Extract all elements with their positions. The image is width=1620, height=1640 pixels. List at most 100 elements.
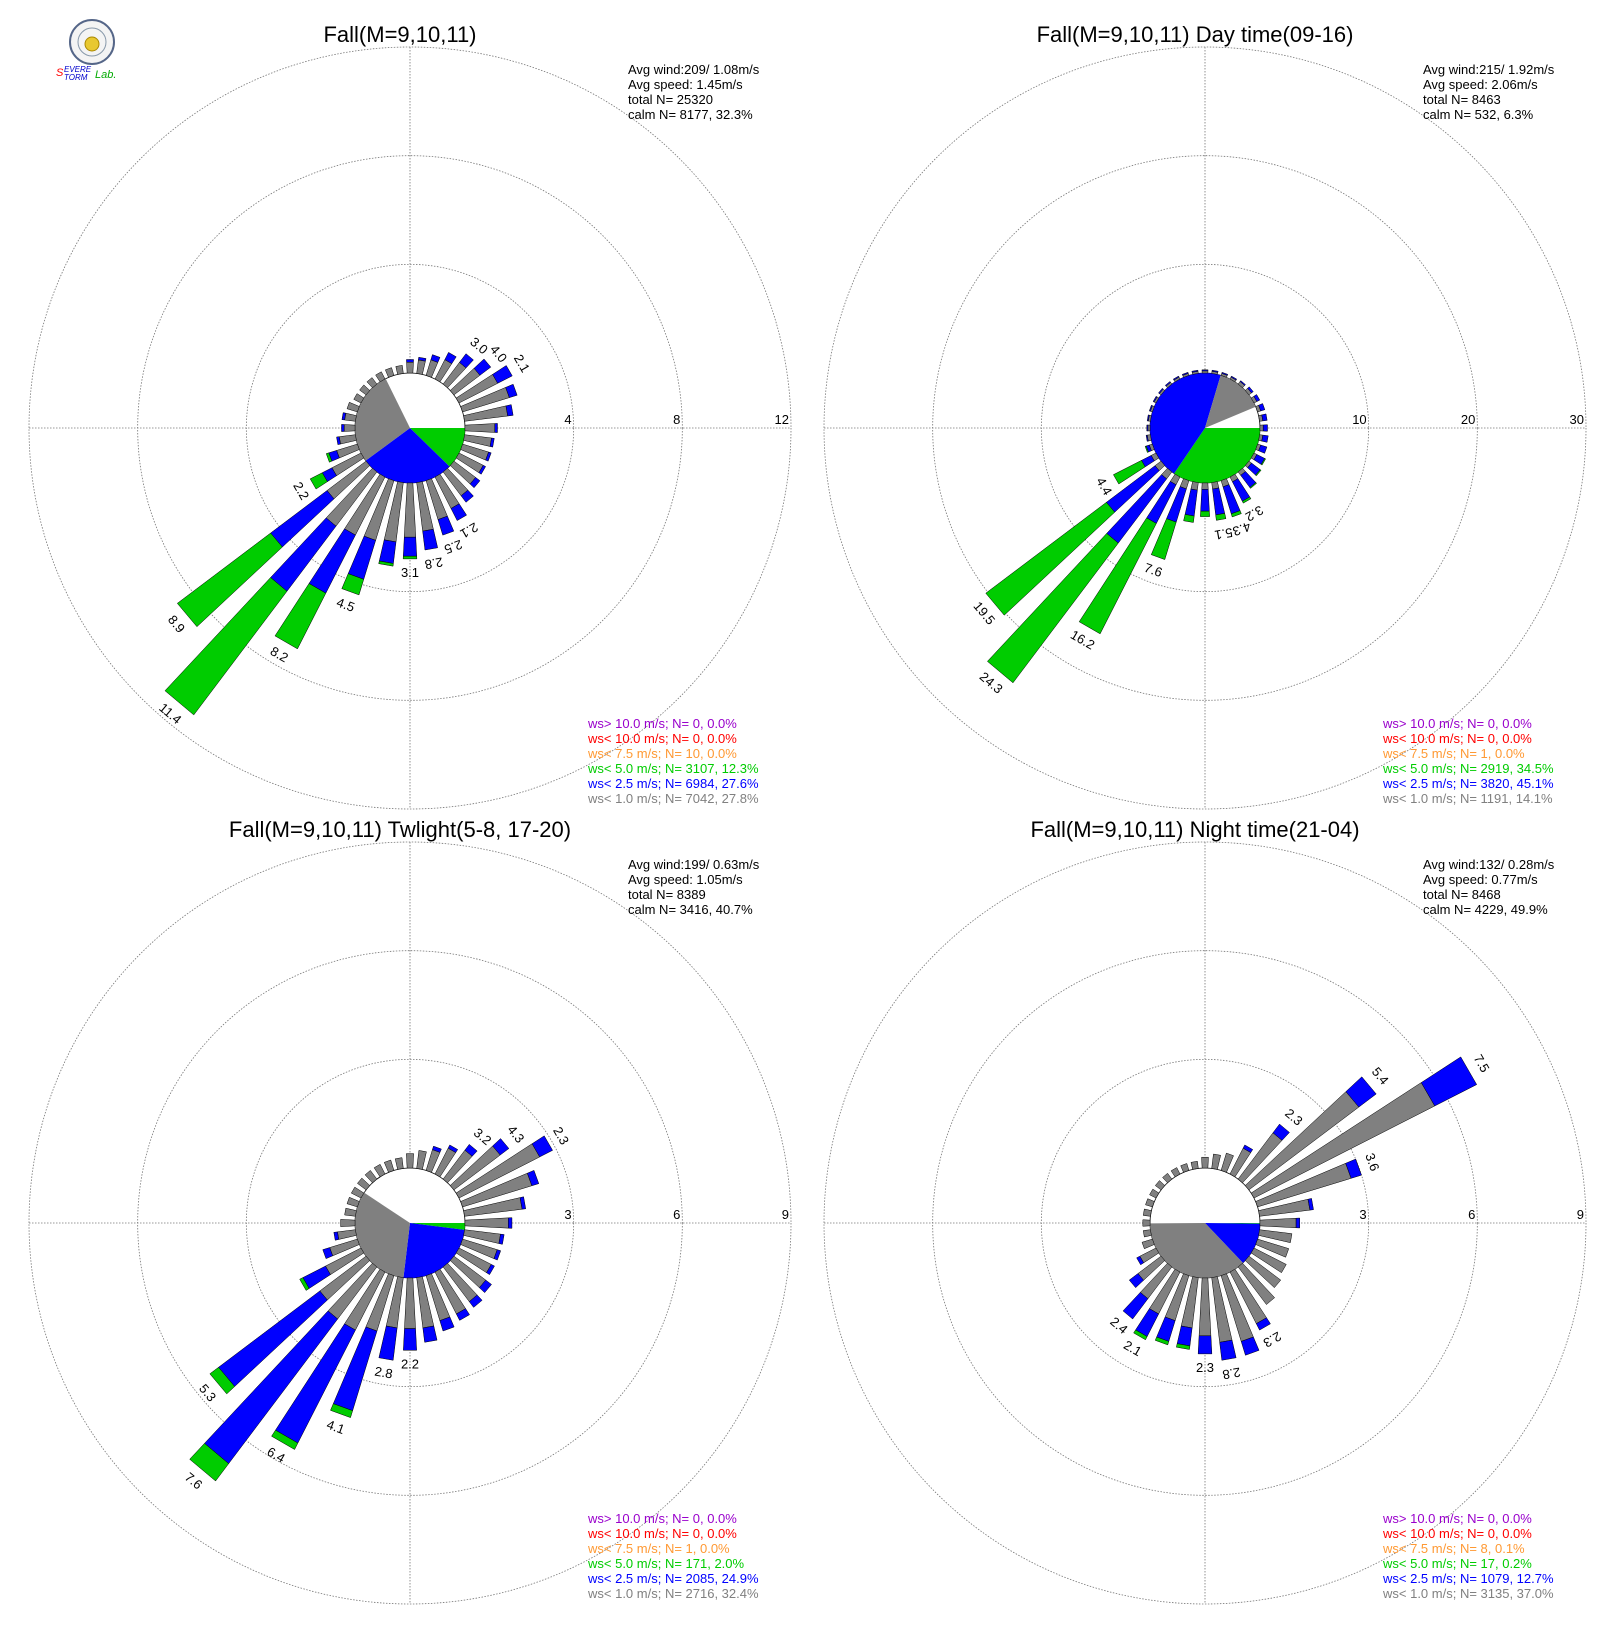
bar-gray-250deg	[1141, 1238, 1155, 1250]
bar-green-230deg	[985, 501, 1116, 616]
bar-green-250deg	[325, 452, 333, 463]
bar-blue-150deg	[456, 1308, 470, 1321]
bar-value-label: 5.4	[1369, 1064, 1392, 1087]
legend-entry: ws< 5.0 m/s; N= 2919, 34.5%	[1382, 761, 1554, 776]
bar-gray-270deg	[1147, 424, 1151, 432]
bar-blue-50deg	[473, 358, 492, 376]
bar-gray-320deg	[1162, 1172, 1173, 1184]
calm-pie-green	[1174, 428, 1260, 483]
bar-blue-60deg	[492, 365, 513, 384]
bar-green-220deg	[164, 577, 288, 716]
bar-gray-180deg	[404, 482, 416, 538]
bar-blue-50deg	[1345, 1076, 1377, 1108]
legend-entry: ws< 7.5 m/s; N= 1, 0.0%	[587, 1541, 730, 1556]
svg-text:TORM: TORM	[64, 73, 88, 82]
bar-gray-310deg	[357, 1177, 371, 1191]
bar-green-210deg	[271, 1429, 299, 1450]
bar-value-label: 4.5	[335, 595, 357, 615]
bar-gray-270deg	[340, 1219, 356, 1227]
bar-blue-40deg	[1239, 380, 1246, 386]
stats-line: Avg speed: 1.45m/s	[628, 77, 743, 92]
bar-green-140deg	[1249, 482, 1257, 489]
bar-value-label: 2.1	[1121, 1337, 1144, 1359]
bar-green-130deg	[1255, 469, 1262, 477]
bar-value-label: 6.4	[265, 1444, 288, 1466]
chart-title: Fall(M=9,10,11) Day time(09-16)	[1037, 22, 1354, 47]
bar-green-220deg	[987, 533, 1119, 684]
bar-blue-30deg	[1242, 1144, 1254, 1153]
bar-gray-90deg	[464, 423, 496, 433]
chart-title: Fall(M=9,10,11) Twlight(5-8, 17-20)	[229, 817, 571, 842]
bar-gray-110deg	[1255, 1238, 1290, 1258]
bar-gray-340deg	[1180, 1163, 1190, 1173]
stats-line: calm N= 532, 6.3%	[1423, 107, 1534, 122]
bar-blue-170deg	[422, 1325, 438, 1343]
bar-gray-290deg	[346, 1196, 360, 1208]
bar-value-label: 7.5	[1471, 1052, 1493, 1075]
legend-entry: ws> 10.0 m/s; N= 0, 0.0%	[587, 1511, 737, 1526]
bar-gray-330deg	[1170, 1167, 1181, 1178]
bar-blue-300deg	[1152, 395, 1158, 403]
bar-blue-320deg	[1164, 381, 1171, 387]
bar-gray-350deg	[1190, 1160, 1199, 1170]
bar-blue-50deg	[492, 1138, 510, 1156]
bar-value-label: 4.3	[504, 1122, 527, 1145]
bar-gray-100deg	[1258, 1229, 1293, 1244]
bar-gray-0deg	[1201, 1156, 1209, 1169]
bar-value-label: 4.3	[1231, 519, 1253, 539]
bar-blue-10deg	[1211, 369, 1219, 373]
bar-green-180deg	[402, 555, 418, 560]
stats-line: Avg speed: 2.06m/s	[1423, 77, 1538, 92]
bar-value-label: 7.6	[182, 1469, 205, 1492]
bar-gray-310deg	[1154, 1180, 1166, 1191]
bar-gray-180deg	[1201, 482, 1209, 490]
stats-line: Avg wind:215/ 1.92m/s	[1423, 62, 1555, 77]
svg-text:S: S	[56, 67, 64, 79]
bar-value-label: 2.2	[401, 1356, 419, 1371]
bar-value-label: 7.6	[1142, 560, 1164, 580]
bar-gray-140deg	[1237, 1262, 1275, 1305]
stats-line: Avg speed: 1.05m/s	[628, 872, 743, 887]
bar-gray-90deg	[1259, 424, 1264, 432]
bar-blue-110deg	[1258, 444, 1268, 454]
bar-gray-10deg	[416, 1150, 427, 1170]
bar-value-label: 2.3	[1282, 1105, 1305, 1128]
bar-gray-260deg	[337, 1229, 357, 1240]
bar-value-label: 4.1	[325, 1417, 347, 1437]
bar-blue-350deg	[1191, 369, 1199, 373]
bar-gray-180deg	[404, 1277, 416, 1329]
calm-pie-gray	[1205, 375, 1256, 428]
bar-green-240deg	[299, 1277, 310, 1291]
bar-green-210deg	[1133, 1329, 1148, 1341]
bar-blue-80deg	[505, 404, 514, 417]
bar-blue-90deg	[1262, 424, 1268, 432]
bar-gray-320deg	[364, 1170, 378, 1184]
bar-blue-60deg	[1253, 394, 1261, 402]
legend-entry: ws< 1.0 m/s; N= 2716, 32.4%	[587, 1586, 759, 1601]
bar-blue-140deg	[468, 1294, 483, 1308]
windrose-panel-1: Fall(M=9,10,11)4 8 122.14.03.02.12.52.83.1…	[28, 22, 792, 810]
ring-label: 10	[1352, 412, 1366, 427]
ring-label: 3	[1359, 1207, 1366, 1222]
bar-value-label: 5.3	[196, 1381, 219, 1404]
bar-green-220deg	[189, 1443, 230, 1482]
bar-gray-120deg	[1250, 1247, 1287, 1274]
bar-value-label: 3.2	[471, 1125, 494, 1148]
legend-entry: ws< 7.5 m/s; N= 8, 0.1%	[1382, 1541, 1525, 1556]
windrose-panel-2: Fall(M=9,10,11) Day time(09-16)10 20 303.2…	[823, 22, 1587, 810]
legend-entry: ws< 1.0 m/s; N= 3135, 37.0%	[1382, 1586, 1554, 1601]
bar-value-label: 2.1	[511, 352, 533, 375]
ring-label: 20	[1461, 412, 1475, 427]
bar-blue-30deg	[447, 1144, 459, 1153]
bar-gray-290deg	[346, 401, 360, 413]
bar-blue-110deg	[485, 451, 492, 462]
bar-blue-330deg	[1172, 375, 1180, 381]
bar-blue-100deg	[489, 437, 495, 448]
bar-blue-170deg	[422, 528, 438, 551]
bar-value-label: 3.1	[401, 565, 419, 580]
bar-green-180deg	[1200, 510, 1210, 517]
bar-green-190deg	[1183, 514, 1195, 523]
ring-label: 6	[1468, 1207, 1475, 1222]
bar-gray-190deg	[1190, 481, 1199, 491]
bar-blue-90deg	[508, 1217, 513, 1229]
